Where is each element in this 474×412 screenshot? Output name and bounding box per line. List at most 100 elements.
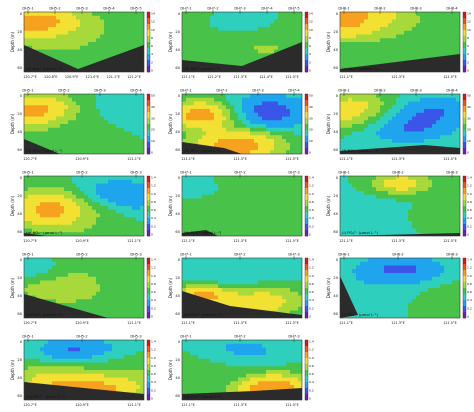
field-cell bbox=[380, 45, 385, 51]
field-cell bbox=[238, 38, 243, 43]
colorbar-segment bbox=[147, 30, 150, 37]
field-cell bbox=[24, 23, 29, 28]
field-cell bbox=[140, 94, 144, 99]
field-cell bbox=[230, 27, 235, 32]
field-cell bbox=[352, 179, 357, 185]
field-cell bbox=[210, 202, 215, 207]
field-cell bbox=[396, 38, 401, 43]
field-cell bbox=[392, 15, 397, 21]
field-cell bbox=[64, 276, 69, 282]
field-cell bbox=[40, 42, 45, 47]
field-cell bbox=[96, 265, 101, 270]
colorbar-segment bbox=[305, 230, 308, 237]
field-cell bbox=[348, 124, 353, 129]
colorbar-tick-label: 0 bbox=[151, 233, 153, 237]
field-cell bbox=[344, 94, 349, 99]
field-cell bbox=[242, 187, 247, 192]
field-cell bbox=[100, 112, 105, 118]
field-cell bbox=[56, 191, 61, 196]
field-cell bbox=[68, 299, 73, 304]
field-cell bbox=[80, 142, 85, 148]
field-cell bbox=[250, 217, 255, 222]
field-cell bbox=[448, 213, 453, 218]
field-cell bbox=[246, 224, 251, 230]
field-cell bbox=[214, 135, 219, 140]
field-cell bbox=[348, 19, 353, 24]
colorbar-tick-label: 4 bbox=[467, 52, 469, 56]
field-cell bbox=[298, 146, 302, 151]
colorbar-segment bbox=[463, 136, 466, 143]
field-cell bbox=[198, 101, 203, 106]
field-cell bbox=[60, 221, 65, 226]
field-cell bbox=[372, 191, 377, 196]
field-cell bbox=[128, 191, 133, 196]
field-cell bbox=[262, 23, 267, 28]
field-cell bbox=[392, 120, 397, 125]
field-cell bbox=[388, 183, 393, 188]
field-cell bbox=[412, 194, 417, 200]
field-cell bbox=[202, 139, 207, 144]
field-cell bbox=[182, 97, 187, 103]
field-cell bbox=[428, 191, 433, 196]
field-cell bbox=[258, 198, 263, 203]
field-cell bbox=[376, 49, 381, 54]
field-cell bbox=[408, 105, 413, 110]
field-cell bbox=[404, 49, 409, 54]
field-cell bbox=[400, 105, 405, 110]
field-cell bbox=[298, 191, 302, 196]
field-cell bbox=[424, 109, 429, 114]
field-cell bbox=[222, 213, 227, 218]
field-cell bbox=[250, 112, 255, 118]
field-cell bbox=[404, 45, 409, 51]
field-cell bbox=[230, 183, 235, 188]
field-cell bbox=[448, 45, 453, 51]
field-cell bbox=[88, 176, 93, 181]
field-cell bbox=[96, 42, 101, 47]
field-cell bbox=[210, 139, 215, 144]
field-cell bbox=[242, 221, 247, 226]
field-cell bbox=[238, 45, 243, 51]
field-cell bbox=[198, 228, 203, 233]
field-cell bbox=[360, 179, 365, 185]
field-cell bbox=[424, 194, 429, 200]
field-cell bbox=[376, 221, 381, 226]
field-cell bbox=[76, 139, 81, 144]
field-cell bbox=[88, 150, 93, 154]
field-cell bbox=[64, 224, 69, 230]
field-cell bbox=[52, 105, 57, 110]
field-cell bbox=[84, 109, 89, 114]
field-cell bbox=[84, 12, 89, 17]
colorbar-segment bbox=[147, 188, 150, 195]
field-cell bbox=[262, 176, 267, 181]
field-cell bbox=[392, 38, 397, 43]
field-cell bbox=[120, 224, 125, 230]
field-cell bbox=[202, 127, 207, 133]
colorbar-frame bbox=[304, 11, 309, 73]
field-cell bbox=[44, 280, 49, 285]
field-cell bbox=[384, 135, 389, 140]
field-cell bbox=[278, 124, 283, 129]
y-tick-label: 20 bbox=[333, 194, 338, 198]
field-cell bbox=[274, 34, 279, 39]
field-cell bbox=[136, 146, 141, 151]
field-cell bbox=[440, 139, 445, 144]
field-cell bbox=[278, 116, 283, 121]
field-cell bbox=[52, 202, 57, 207]
colorbar-frame bbox=[304, 175, 309, 237]
field-cell bbox=[274, 30, 279, 36]
field-cell bbox=[282, 232, 287, 236]
field-cell bbox=[60, 30, 65, 36]
field-cell bbox=[262, 105, 267, 110]
field-cell bbox=[76, 42, 81, 47]
field-cell bbox=[44, 42, 49, 47]
field-cell bbox=[352, 127, 357, 133]
field-cell bbox=[100, 45, 105, 51]
field-cell bbox=[258, 116, 263, 121]
field-cell bbox=[360, 109, 365, 114]
colorbar-tick-label: 40 bbox=[309, 105, 313, 109]
field-cell bbox=[64, 284, 69, 289]
colorbar-tick-label: 30 bbox=[467, 116, 471, 120]
field-cell bbox=[76, 30, 81, 36]
field-cell bbox=[28, 265, 33, 270]
field-cell bbox=[222, 109, 227, 114]
